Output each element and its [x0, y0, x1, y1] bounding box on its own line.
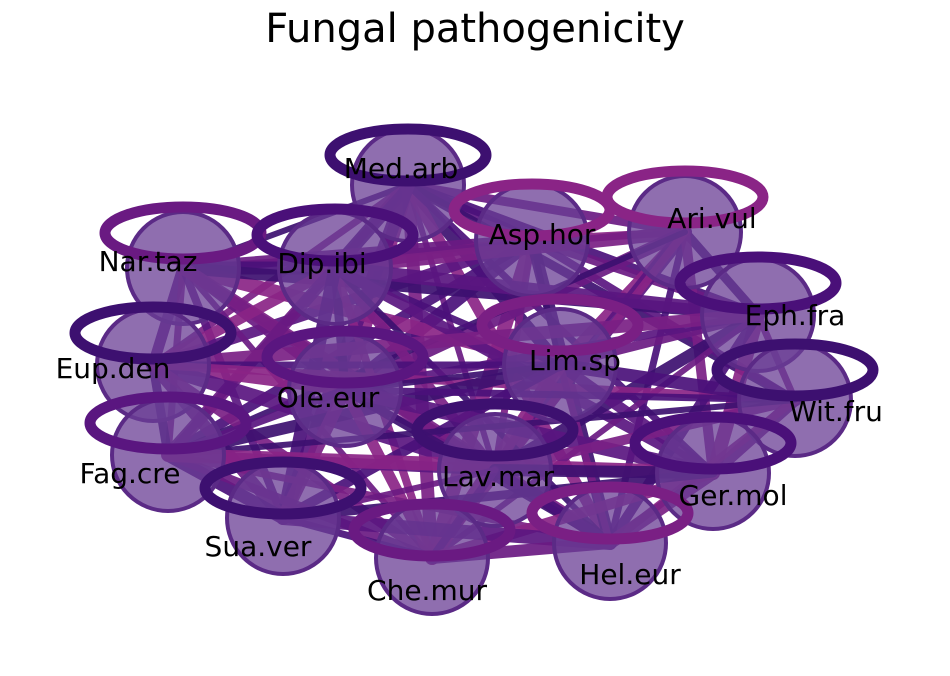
node-label-Med.arb: Med.arb [344, 152, 459, 185]
self-loop-Sua.ver [199, 456, 367, 520]
edge-Eph.fra-Eup.den [146, 308, 765, 372]
self-loop-Ole.eur [261, 325, 429, 389]
node-label-Ari.vul: Ari.vul [667, 202, 756, 235]
node-label-Ger.mol: Ger.mol [679, 479, 788, 512]
self-loop-Fag.cre [84, 391, 252, 455]
node-label-Hel.eur: Hel.eur [579, 558, 681, 591]
graph-title: Fungal pathogenicity [265, 6, 685, 52]
node-label-Che.mur: Che.mur [367, 574, 487, 607]
self-loop-Che.mur [348, 498, 516, 562]
node-label-Eup.den: Eup.den [56, 352, 171, 385]
node-label-Eph.fra: Eph.fra [745, 299, 846, 332]
self-loop-Wit.fru [711, 338, 879, 402]
self-loop-Lim.sp [476, 293, 644, 357]
node-Lav.mar[interactable] [437, 412, 553, 528]
self-loop-Hel.eur [526, 481, 694, 545]
node-label-Asp.hor: Asp.hor [489, 218, 596, 251]
label-layer: Med.arb Asp.hor Ari.vul Nar.taz Dip.ibi Eph.f… [56, 152, 883, 607]
node-label-Fag.cre: Fag.cre [80, 457, 181, 490]
node-label-Lim.sp: Lim.sp [529, 344, 621, 377]
node-label-Dip.ibi: Dip.ibi [277, 247, 366, 280]
self-loop-Eup.den [69, 301, 237, 365]
node-label-Lav.mar: Lav.mar [442, 460, 554, 493]
self-loop-Med.arb [324, 123, 492, 187]
node-label-Nar.taz: Nar.taz [99, 245, 198, 278]
node-label-Sua.ver: Sua.ver [205, 530, 312, 563]
node-label-Ole.eur: Ole.eur [277, 381, 380, 414]
node-layer [69, 123, 879, 616]
self-loop-Lav.mar [411, 398, 579, 462]
self-loop-Ger.mol [629, 411, 797, 475]
node-label-Wit.fru: Wit.fru [789, 395, 883, 428]
self-loop-Ari.vul [601, 165, 769, 229]
self-loop-Eph.fra [674, 251, 842, 315]
self-loop-Dip.ibi [251, 203, 419, 267]
